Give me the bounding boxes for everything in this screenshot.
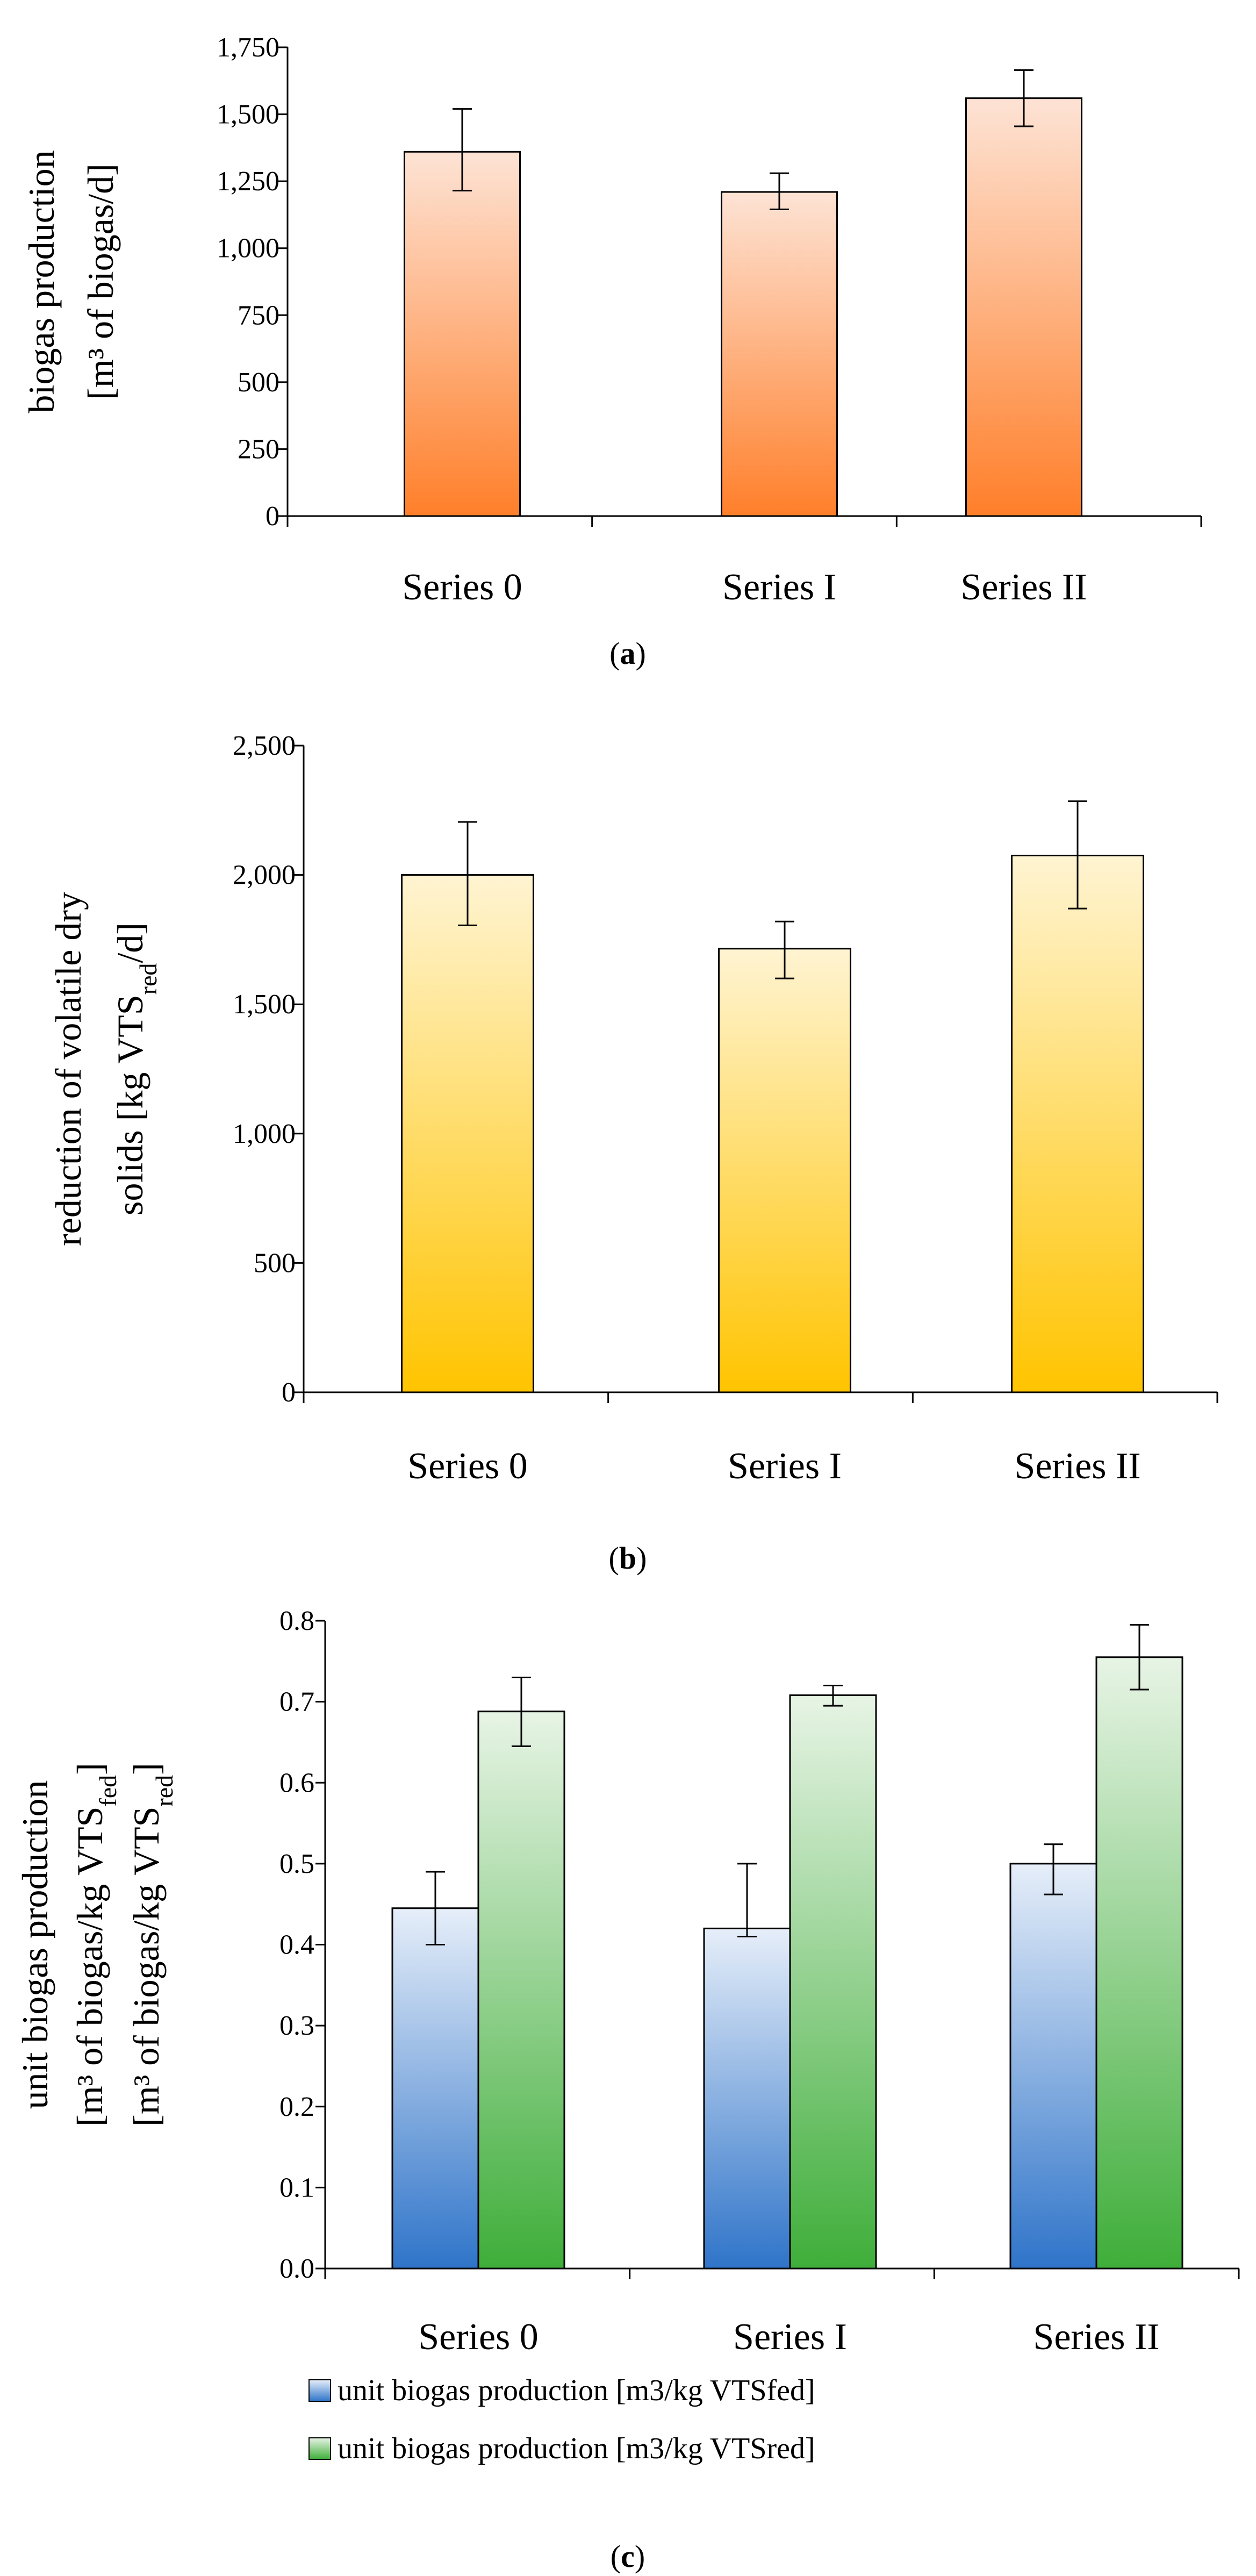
y-tick-label: 0 [265, 501, 279, 532]
bar [1095, 1656, 1183, 2270]
chart-vts-reduction: 0 500 1,000 1,500 2,000 2,500 Series 0 Series I… [48, 731, 1218, 1576]
category-label: Series 0 [418, 2316, 539, 2358]
y-tick-label: 750 [238, 300, 279, 331]
bar [401, 874, 534, 1393]
panel-label: (c) [611, 2539, 645, 2574]
y-tick-label: 0.5 [279, 1849, 314, 1879]
category-label: Series II [960, 567, 1087, 608]
y-tick-label: 500 [238, 367, 279, 398]
category-label: Series 0 [407, 1446, 528, 1487]
y-tick-label: 2,500 [233, 731, 296, 761]
y-axis-label: [m³ of biogas/kg VTSred] [126, 1763, 178, 2127]
bar [1009, 1863, 1097, 2270]
legend-label: unit biogas production [m3/kg VTSred] [338, 2432, 815, 2465]
y-tick-label: 1,000 [217, 233, 279, 264]
category-label: Series I [722, 567, 836, 608]
y-tick-label: 0 [282, 1377, 296, 1408]
y-axis-label: [m³ of biogas/kg VTSfed] [69, 1763, 121, 2127]
chart-unit-biogas-production: 0.0 0.1 0.2 0.3 0.4 0.5 0.6 0.7 0.8 Series 0 Serie… [15, 1606, 1240, 2574]
bar [477, 1711, 565, 2270]
bar [404, 151, 521, 517]
y-tick-label: 2,000 [233, 860, 296, 891]
y-tick-label: 0.3 [279, 2010, 314, 2041]
chart-biogas-production: 0 250 500 750 1,000 1,250 1,500 1,750 Series 0 Se… [21, 32, 1202, 671]
bar [1011, 855, 1144, 1393]
y-axis-label: biogas production [21, 150, 62, 413]
y-tick-label: 1,500 [233, 989, 296, 1020]
y-tick-label: 0.6 [279, 1768, 314, 1798]
y-tick-label: 250 [238, 434, 279, 464]
y-axis-label: solids [kg VTSred/d] [110, 922, 162, 1215]
y-tick-label: 0.0 [279, 2253, 314, 2284]
y-tick-label: 1,000 [233, 1119, 296, 1149]
category-label: Series I [733, 2316, 847, 2358]
category-label: Series II [1033, 2316, 1159, 2358]
bar [721, 191, 838, 517]
y-tick-label: 500 [254, 1248, 296, 1278]
panel-label: (a) [609, 636, 646, 671]
y-tick-label: 0.2 [279, 2092, 314, 2122]
y-axis-label: reduction of volatile dry [48, 892, 89, 1246]
category-label: Series I [728, 1446, 842, 1487]
y-tick-label: 0.1 [279, 2172, 314, 2203]
category-label: Series 0 [402, 567, 522, 608]
panel-label: (b) [609, 1541, 647, 1576]
category-label: Series II [1014, 1446, 1140, 1487]
y-axis-label: unit biogas production [15, 1780, 55, 2109]
y-tick-label: 1,500 [217, 99, 279, 130]
y-axis-label: [m³ of biogas/d] [80, 163, 121, 400]
bar [391, 1907, 479, 2270]
legend-label: unit biogas production [m3/kg VTSfed] [338, 2374, 815, 2407]
y-tick-label: 1,750 [217, 32, 279, 63]
bar [789, 1694, 877, 2270]
y-tick-label: 0.8 [279, 1606, 314, 1636]
legend-swatch [308, 2437, 331, 2460]
bar [703, 1927, 791, 2270]
y-tick-label: 0.4 [279, 1930, 314, 1960]
legend-swatch [308, 2379, 331, 2402]
bar [718, 948, 851, 1393]
y-tick-label: 1,250 [217, 166, 279, 197]
bar [965, 97, 1082, 517]
y-tick-label: 0.7 [279, 1687, 314, 1718]
